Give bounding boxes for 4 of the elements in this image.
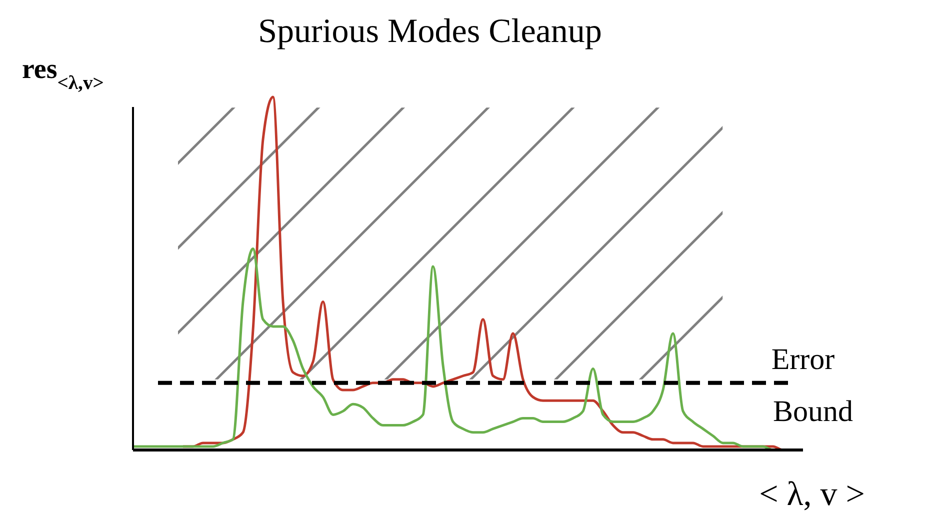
x-axis-title: < λ, v > [759,476,865,513]
chart-title: Spurious Modes Cleanup [258,13,602,50]
ref-line-label: Error Bound [771,342,854,428]
y-axis-title: res$_{<λ,v>}$ [22,54,104,94]
